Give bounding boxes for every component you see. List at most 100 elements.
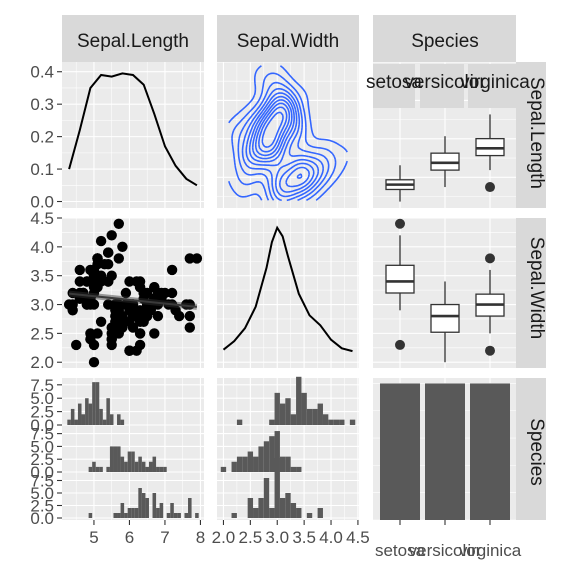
density-contour (245, 92, 320, 198)
scatter-point (120, 299, 132, 310)
boxplot-sepal-width-outlier (395, 339, 405, 350)
y-tick-label-sepal-width: 2.5 (30, 324, 54, 343)
histogram-sepal-length-bar (163, 466, 167, 472)
histogram-sepal-width-bar (247, 451, 254, 472)
scatter-point (88, 357, 100, 368)
y-tick-label-count: 0.0 (30, 463, 54, 482)
histogram-sepal-length-bar (109, 414, 114, 425)
histogram-sepal-width-bar (269, 419, 275, 425)
strip-right-sepal-length: Sepal.Length (526, 77, 547, 189)
scatter-point (103, 247, 114, 258)
scatter-point (99, 259, 110, 270)
histogram-sepal-length-bar (159, 466, 164, 472)
histogram-sepal-width-bar (306, 513, 313, 518)
scatter-point (88, 282, 100, 293)
histogram-sepal-width-bar (231, 513, 237, 518)
density-contour (231, 72, 337, 202)
histogram-sepal-length-bar (88, 403, 93, 425)
histogram-sepal-width-bar (333, 419, 340, 425)
histogram-sepal-width-bar (296, 376, 302, 425)
strip-sub-background (468, 64, 516, 108)
y-tick-label-sepal-width: 4.0 (30, 238, 54, 257)
histogram-sepal-width-bar (296, 508, 302, 518)
histogram-sepal-width-bar (301, 392, 307, 425)
x-tick-label-sepal-width: 2.5 (239, 528, 263, 547)
histogram-sepal-length-bar (131, 451, 135, 472)
scatter-point (131, 276, 142, 287)
histogram-sepal-length-bar (106, 466, 110, 472)
scatter-point (166, 264, 178, 276)
scatter-point (113, 218, 125, 229)
y-tick-label-density: 0.1 (30, 160, 54, 179)
scatter-point (149, 282, 160, 293)
histogram-sepal-width-bar (328, 419, 334, 425)
y-tick-label-count: 5.0 (30, 389, 54, 408)
histogram-sepal-length-bar (141, 493, 146, 518)
y-tick-label-sepal-width: 2.0 (30, 353, 54, 372)
scatter-point (88, 270, 100, 281)
histogram-sepal-width-bar (247, 498, 254, 518)
histogram-sepal-length-bar (67, 419, 71, 425)
y-tick-label-density: 0.2 (30, 128, 54, 147)
strip-right-sepal-width: Sepal.Width (526, 237, 547, 339)
histogram-sepal-width-bar (312, 408, 318, 425)
scatter-point (191, 253, 203, 264)
histogram-sepal-width-bar (258, 446, 264, 472)
scatter-point (184, 322, 195, 333)
axis-ticks: 5 6 7 8 2.0 2.5 3.0 3.5 4.0 4.5setosaversicolorvi… (30, 63, 521, 560)
histogram-sepal-length-bar (95, 466, 100, 472)
scatter-point (113, 253, 125, 264)
histogram-sepal-width-bar (274, 392, 280, 425)
density-contour (241, 88, 324, 202)
histogram-sepal-length-bar (156, 466, 160, 472)
strip-top-sepal-length: Sepal.Length (77, 31, 189, 52)
scatter-point (120, 287, 132, 299)
y-tick-label-count: 7.5 (30, 376, 54, 395)
x-tick-label-sepal-length: 5 (89, 528, 98, 547)
histogram-sepal-length-bar (88, 466, 93, 472)
scatter-point (113, 328, 125, 339)
y-tick-label-count: 2.5 (30, 450, 54, 469)
density-line-sepal-width (222, 225, 353, 353)
histogram-sepal-width-bar (290, 466, 297, 472)
scatter-point (134, 310, 146, 322)
histogram-sepal-width-bar (279, 456, 286, 472)
x-tick-label-sepal-length: 6 (125, 528, 134, 547)
x-tick-label-sepal-width: 4.0 (319, 528, 343, 547)
histogram-sepal-length-bar (74, 419, 78, 425)
y-tick-label-density: 0.4 (30, 63, 54, 82)
boxplot-sepal-width-outlier (485, 345, 495, 356)
scatter-point (184, 310, 195, 322)
strip-right-species: Species (526, 418, 547, 486)
scatter-point (166, 287, 178, 299)
x-tick-label-sepal-length: 8 (196, 528, 205, 547)
y-tick-label-count: 5.0 (30, 437, 54, 456)
boxplot-sepal-width-outlier (485, 253, 495, 264)
scatter-point (110, 310, 121, 322)
density-contour (237, 81, 330, 202)
histogram-sepal-length-bar (124, 513, 128, 518)
density-contour (254, 102, 303, 180)
bar-versicolor (425, 383, 465, 520)
y-tick-label-count: 0.0 (30, 416, 54, 435)
histogram-sepal-length-bar (177, 513, 181, 518)
histogram-sepal-length-bar (120, 456, 125, 472)
y-tick-label-count: 5.0 (30, 484, 54, 503)
x-tick-label-sepal-length: 7 (160, 528, 169, 547)
scatter-point (127, 322, 139, 333)
histogram-sepal-length-bar (127, 508, 132, 518)
histogram-sepal-length-bar (92, 382, 96, 425)
histogram-sepal-length-bar (134, 508, 139, 518)
histogram-sepal-length-bar (117, 446, 121, 472)
histogram-sepal-length-bar (145, 466, 149, 472)
scatter-point (149, 328, 160, 339)
histogram-sepal-length-bar (188, 498, 192, 518)
histogram-sepal-length-bar (77, 403, 82, 425)
density-contour (248, 95, 315, 193)
strip-sub-virginica: virginica (460, 72, 530, 93)
histogram-sepal-width-bar (236, 456, 243, 472)
x-tick-label-sepal-width: 3.5 (292, 528, 316, 547)
scatter-point (88, 339, 100, 351)
scatter-point (81, 299, 93, 310)
